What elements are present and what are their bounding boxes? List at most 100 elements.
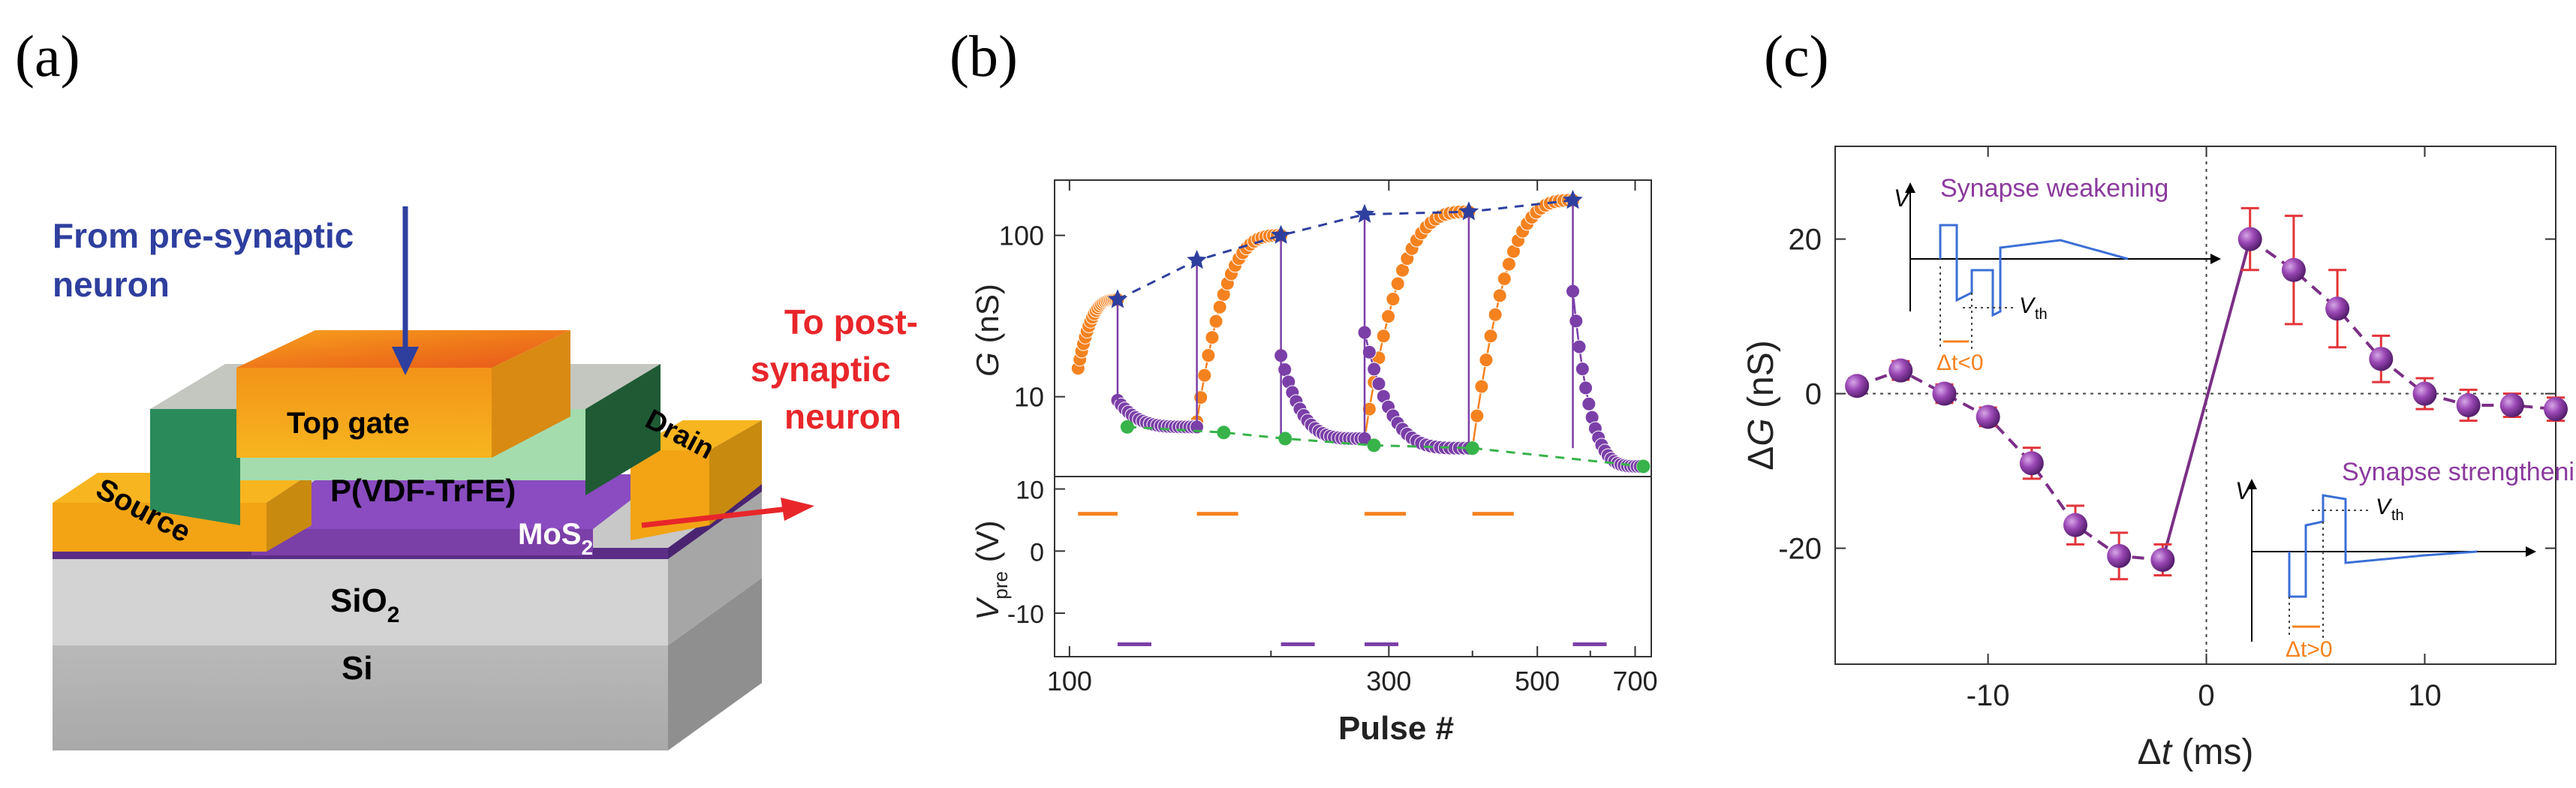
strengthening-label: Synapse strengthening bbox=[2342, 458, 2576, 486]
top-gate-label: Top gate bbox=[287, 407, 410, 440]
data-point bbox=[2544, 397, 2568, 422]
from-label-line1: From pre-synaptic bbox=[53, 216, 354, 255]
drain-top bbox=[630, 420, 762, 450]
chart-b-lower-frame bbox=[1054, 476, 1652, 657]
transition-line bbox=[2161, 239, 2252, 561]
chart-c-ytick-label: 20 bbox=[1789, 224, 1822, 257]
inset-strong-v-label: V bbox=[2235, 477, 2253, 504]
chart-c-xtick-label: 10 bbox=[2408, 679, 2442, 712]
si-front bbox=[53, 645, 668, 750]
sio2-front bbox=[53, 559, 668, 645]
max-envelope-star bbox=[1107, 289, 1128, 308]
pre-synaptic-arrowhead bbox=[392, 347, 419, 375]
inset-strong-vth-sub: th bbox=[2391, 507, 2404, 524]
chart-b-lower-ylabel: Vpre (V) bbox=[970, 520, 1012, 620]
chart-c-ytick-label: -20 bbox=[1778, 533, 1822, 566]
data-point bbox=[1888, 358, 1913, 383]
potentiation-point bbox=[1474, 379, 1489, 394]
inset-strong-vaxis-arrow bbox=[2246, 479, 2257, 489]
data-point bbox=[2456, 393, 2481, 417]
to-label-line1: To post- bbox=[784, 302, 918, 341]
data-point bbox=[1845, 374, 1870, 399]
data-point bbox=[2019, 451, 2044, 476]
potentiation-point bbox=[1376, 329, 1391, 344]
inset-weak-vaxis-arrow bbox=[1905, 182, 1915, 193]
panel-label-b: (b) bbox=[949, 23, 1018, 89]
mos2-label: MoS2 bbox=[518, 518, 593, 559]
max-envelope-star bbox=[1458, 201, 1479, 221]
depression-point bbox=[1581, 396, 1596, 411]
min-envelope-point bbox=[1636, 459, 1651, 474]
source-side bbox=[266, 473, 311, 552]
inset-weak-waveform bbox=[1939, 224, 2129, 317]
chart-c-ylabel: ΔG (nS) bbox=[1741, 340, 1781, 470]
potentiation-point bbox=[1470, 408, 1485, 423]
chart-b-ytick-label: 100 bbox=[999, 221, 1044, 251]
potentiation-point bbox=[1201, 348, 1216, 363]
potentiation-point bbox=[1205, 330, 1220, 345]
data-point bbox=[2107, 543, 2132, 568]
panel-label-c: (c) bbox=[1764, 23, 1829, 89]
potentiation-point bbox=[1483, 329, 1498, 344]
max-envelope-star bbox=[1354, 203, 1375, 223]
inset-weak-taxis-arrow bbox=[2210, 254, 2221, 264]
max-envelope-line bbox=[1117, 199, 1573, 301]
potentiation-point bbox=[1501, 257, 1516, 272]
to-label-line3: neuron bbox=[784, 397, 901, 436]
inset-strong-vth-label: V bbox=[2376, 495, 2393, 519]
chart-b-xtick-label: 500 bbox=[1515, 666, 1560, 696]
inset-weak-vth-label: V bbox=[2019, 293, 2036, 318]
min-envelope-point bbox=[1465, 441, 1479, 456]
potentiation-point bbox=[1362, 402, 1377, 417]
chart-b-xtick-label: 300 bbox=[1366, 666, 1411, 696]
chart-b-lower-ytick-label: 10 bbox=[1016, 477, 1044, 505]
potentiation-point bbox=[1479, 353, 1494, 368]
chart-b-xtick-label: 100 bbox=[1047, 666, 1092, 696]
chart-b-lower-ytick-label: 0 bbox=[1030, 538, 1044, 567]
chart-b-xlabel: Pulse # bbox=[1338, 710, 1454, 747]
max-envelope-star bbox=[1187, 249, 1207, 269]
sio2-side bbox=[668, 492, 762, 645]
data-point bbox=[2063, 513, 2087, 537]
chart-b-ylabel: G (nS) bbox=[970, 284, 1005, 377]
data-point bbox=[2369, 347, 2394, 371]
depression-point bbox=[1575, 362, 1590, 377]
pvdf-side bbox=[585, 364, 661, 495]
depression-point bbox=[1371, 376, 1386, 391]
data-point bbox=[2150, 547, 2175, 572]
chart-c-xtick-label: 0 bbox=[2198, 679, 2214, 712]
depression-point bbox=[1367, 362, 1382, 377]
chart-b-ytick-label: 10 bbox=[1014, 382, 1044, 413]
potentiation-point bbox=[1488, 307, 1503, 322]
post-synaptic-arrow bbox=[641, 506, 789, 528]
data-point bbox=[2237, 227, 2262, 251]
chart-b-xtick-label: 700 bbox=[1612, 666, 1657, 696]
potentiation-point bbox=[1390, 276, 1405, 291]
post-synaptic-arrowhead bbox=[781, 498, 814, 521]
from-label-line2: neuron bbox=[53, 265, 170, 304]
mos2-channel-front bbox=[251, 529, 593, 555]
data-point bbox=[2499, 393, 2524, 417]
inset-weak-dt-label: Δt<0 bbox=[1937, 350, 1984, 375]
min-envelope-line bbox=[1127, 426, 1644, 468]
depression-point bbox=[1578, 380, 1593, 396]
depression-point bbox=[1362, 344, 1377, 359]
inset-weak-vth-sub: th bbox=[2035, 306, 2048, 323]
chart-c-xtick-label: -10 bbox=[1967, 679, 2010, 712]
min-envelope-point bbox=[1217, 426, 1231, 440]
inset-weak-v-label: V bbox=[1894, 185, 1912, 212]
pvdf-label: P(VDF-TrFE) bbox=[330, 473, 516, 508]
data-point bbox=[2325, 296, 2350, 321]
si-side bbox=[668, 578, 762, 750]
data-point bbox=[1976, 405, 2000, 429]
data-point bbox=[2412, 381, 2437, 406]
potentiation-point bbox=[1492, 288, 1507, 303]
inset-strong-taxis-arrow bbox=[2526, 546, 2536, 557]
potentiation-point bbox=[1208, 314, 1223, 329]
chart-b-lower-ytick-label: -10 bbox=[1007, 600, 1044, 629]
data-point bbox=[2281, 257, 2306, 282]
gate-side bbox=[492, 330, 570, 458]
ltd-curve-line bbox=[1856, 368, 2163, 561]
